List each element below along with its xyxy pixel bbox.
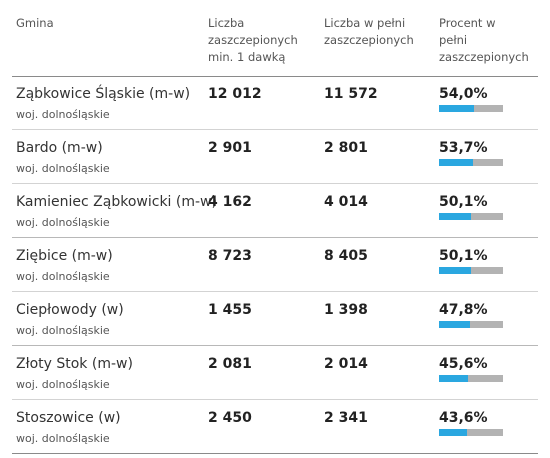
- region-label: woj. dolnośląskie: [16, 270, 110, 283]
- full-count: 8 405: [324, 248, 368, 264]
- gmina-name: Ząbkowice Śląskie (m-w): [16, 86, 191, 102]
- percent-bar: [439, 267, 503, 274]
- dose1-count: 2 081: [208, 356, 252, 372]
- region-label: woj. dolnośląskie: [16, 324, 110, 337]
- dose1-count: 4 162: [208, 194, 252, 210]
- header-dose1: Liczba zaszczepionych min. 1 dawką: [208, 16, 298, 64]
- table-row: Ciepłowody (w) woj. dolnośląskie 1 455 1 39…: [12, 292, 538, 346]
- percent-bar-fill: [439, 375, 469, 382]
- gmina-name: Ziębice (m-w): [16, 248, 113, 264]
- gmina-name: Złoty Stok (m-w): [16, 356, 133, 372]
- region-label: woj. dolnośląskie: [16, 378, 110, 391]
- table-row: Bardo (m-w) woj. dolnośląskie 2 901 2 801 53…: [12, 130, 538, 184]
- gmina-name: Bardo (m-w): [16, 140, 103, 156]
- dose1-count: 2 450: [208, 410, 252, 426]
- table-row: Kamieniec Ząbkowicki (m-w) woj. dolnośląs…: [12, 184, 538, 238]
- dose1-count: 2 901: [208, 140, 252, 156]
- full-count: 4 014: [324, 194, 368, 210]
- region-label: woj. dolnośląskie: [16, 216, 110, 229]
- percent-value: 50,1%: [439, 248, 488, 264]
- percent-value: 47,8%: [439, 302, 488, 318]
- gmina-name: Kamieniec Ząbkowicki (m-w): [16, 194, 217, 210]
- percent-bar-fill: [439, 321, 470, 328]
- gmina-name: Stoszowice (w): [16, 410, 121, 426]
- percent-bar-fill: [439, 105, 474, 112]
- table-row: Stoszowice (w) woj. dolnośląskie 2 450 2 34…: [12, 400, 538, 454]
- full-count: 11 572: [324, 86, 378, 102]
- percent-bar: [439, 213, 503, 220]
- percent-value: 45,6%: [439, 356, 488, 372]
- percent-value: 54,0%: [439, 86, 488, 102]
- full-count: 1 398: [324, 302, 368, 318]
- region-label: woj. dolnośląskie: [16, 162, 110, 175]
- percent-value: 43,6%: [439, 410, 488, 426]
- percent-bar-fill: [439, 159, 474, 166]
- percent-bar-fill: [439, 429, 467, 436]
- header-percent: Procent w pełni zaszczepionych: [439, 16, 529, 64]
- full-count: 2 341: [324, 410, 368, 426]
- region-label: woj. dolnośląskie: [16, 432, 110, 445]
- table-header: Gmina Liczba zaszczepionych min. 1 dawką…: [12, 0, 538, 77]
- full-count: 2 014: [324, 356, 368, 372]
- dose1-count: 8 723: [208, 248, 252, 264]
- percent-value: 50,1%: [439, 194, 488, 210]
- full-count: 2 801: [324, 140, 368, 156]
- table-row: Złoty Stok (m-w) woj. dolnośląskie 2 081 2 …: [12, 346, 538, 400]
- percent-bar: [439, 321, 503, 328]
- percent-bar: [439, 375, 503, 382]
- percent-value: 53,7%: [439, 140, 488, 156]
- percent-bar: [439, 429, 503, 436]
- dose1-count: 1 455: [208, 302, 252, 318]
- table-row: Ząbkowice Śląskie (m-w) woj. dolnośląskie…: [12, 76, 538, 130]
- percent-bar: [439, 159, 503, 166]
- dose1-count: 12 012: [208, 86, 262, 102]
- percent-bar: [439, 105, 503, 112]
- header-gmina: Gmina: [16, 16, 54, 30]
- gmina-name: Ciepłowody (w): [16, 302, 124, 318]
- region-label: woj. dolnośląskie: [16, 108, 110, 121]
- table-body: Ząbkowice Śląskie (m-w) woj. dolnośląskie…: [12, 76, 538, 454]
- table-row: Ziębice (m-w) woj. dolnośląskie 8 723 8 405…: [12, 238, 538, 292]
- percent-bar-fill: [439, 267, 472, 274]
- percent-bar-fill: [439, 213, 472, 220]
- header-full: Liczba w pełni zaszczepionych: [324, 16, 414, 47]
